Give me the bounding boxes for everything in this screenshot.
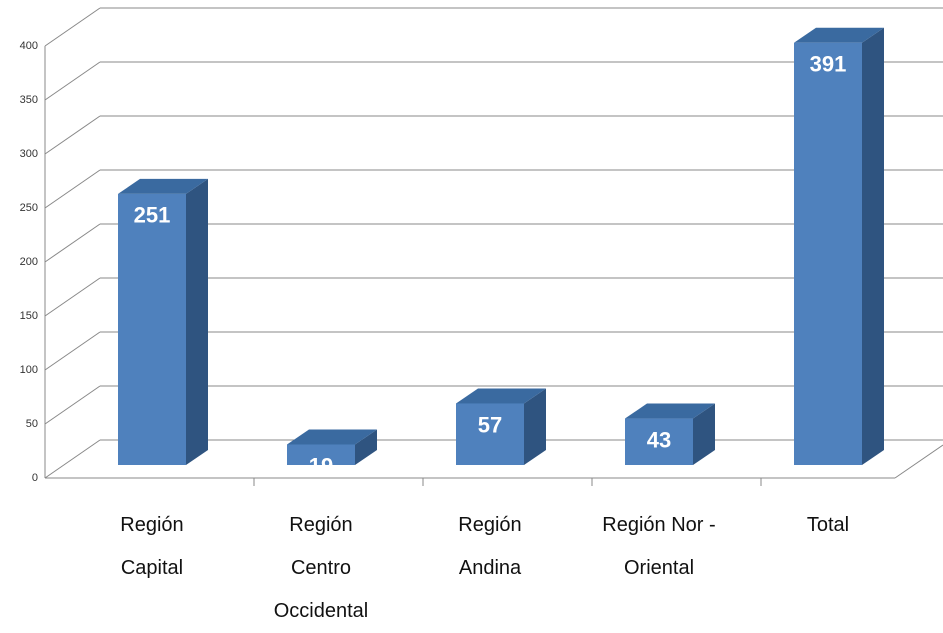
y-tick-label: 100	[20, 364, 38, 376]
grid-line	[44, 169, 101, 209]
bar-side	[693, 403, 715, 465]
bar-top	[625, 403, 715, 419]
grid-line	[44, 223, 101, 263]
y-tick-label: 50	[26, 418, 38, 430]
grid-line	[44, 61, 101, 101]
bar-side	[186, 178, 208, 466]
y-tick-label: 0	[32, 472, 38, 484]
bar-side	[355, 429, 377, 465]
bar	[625, 418, 693, 465]
x-tick-label: Región Capital	[120, 514, 184, 579]
bar	[287, 444, 355, 465]
value-label: 19	[309, 453, 333, 478]
value-label: 57	[478, 412, 502, 437]
value-label: 43	[647, 427, 671, 452]
bar-side	[862, 27, 884, 465]
y-tick-label: 350	[20, 94, 38, 106]
value-label: 391	[810, 52, 847, 77]
bar-top	[287, 429, 377, 445]
grid-line	[44, 439, 101, 479]
grid-line	[44, 331, 101, 371]
bar-top	[794, 27, 884, 43]
y-tick-label: 400	[20, 40, 38, 52]
bar-top	[118, 178, 208, 194]
grid-line	[44, 115, 101, 155]
y-tick-label: 200	[20, 256, 38, 268]
y-tick-label: 300	[20, 148, 38, 160]
bar-top	[456, 388, 546, 404]
y-tick-label: 250	[20, 202, 38, 214]
x-tick-label: Región Nor - Oriental	[602, 514, 716, 579]
grid-line	[44, 7, 101, 47]
bar	[118, 193, 186, 466]
x-tick-label: Región Andina	[458, 514, 522, 579]
x-tick-label: Región Centro Occidental	[273, 514, 369, 622]
bar	[456, 403, 524, 465]
grid-line	[44, 385, 101, 425]
bar-side	[524, 388, 546, 465]
bar	[794, 42, 862, 465]
y-tick-label: 150	[20, 310, 38, 322]
value-label: 251	[134, 203, 171, 228]
grid-line	[44, 277, 101, 317]
axis-line	[894, 444, 943, 479]
x-tick-label: Total	[806, 514, 850, 536]
